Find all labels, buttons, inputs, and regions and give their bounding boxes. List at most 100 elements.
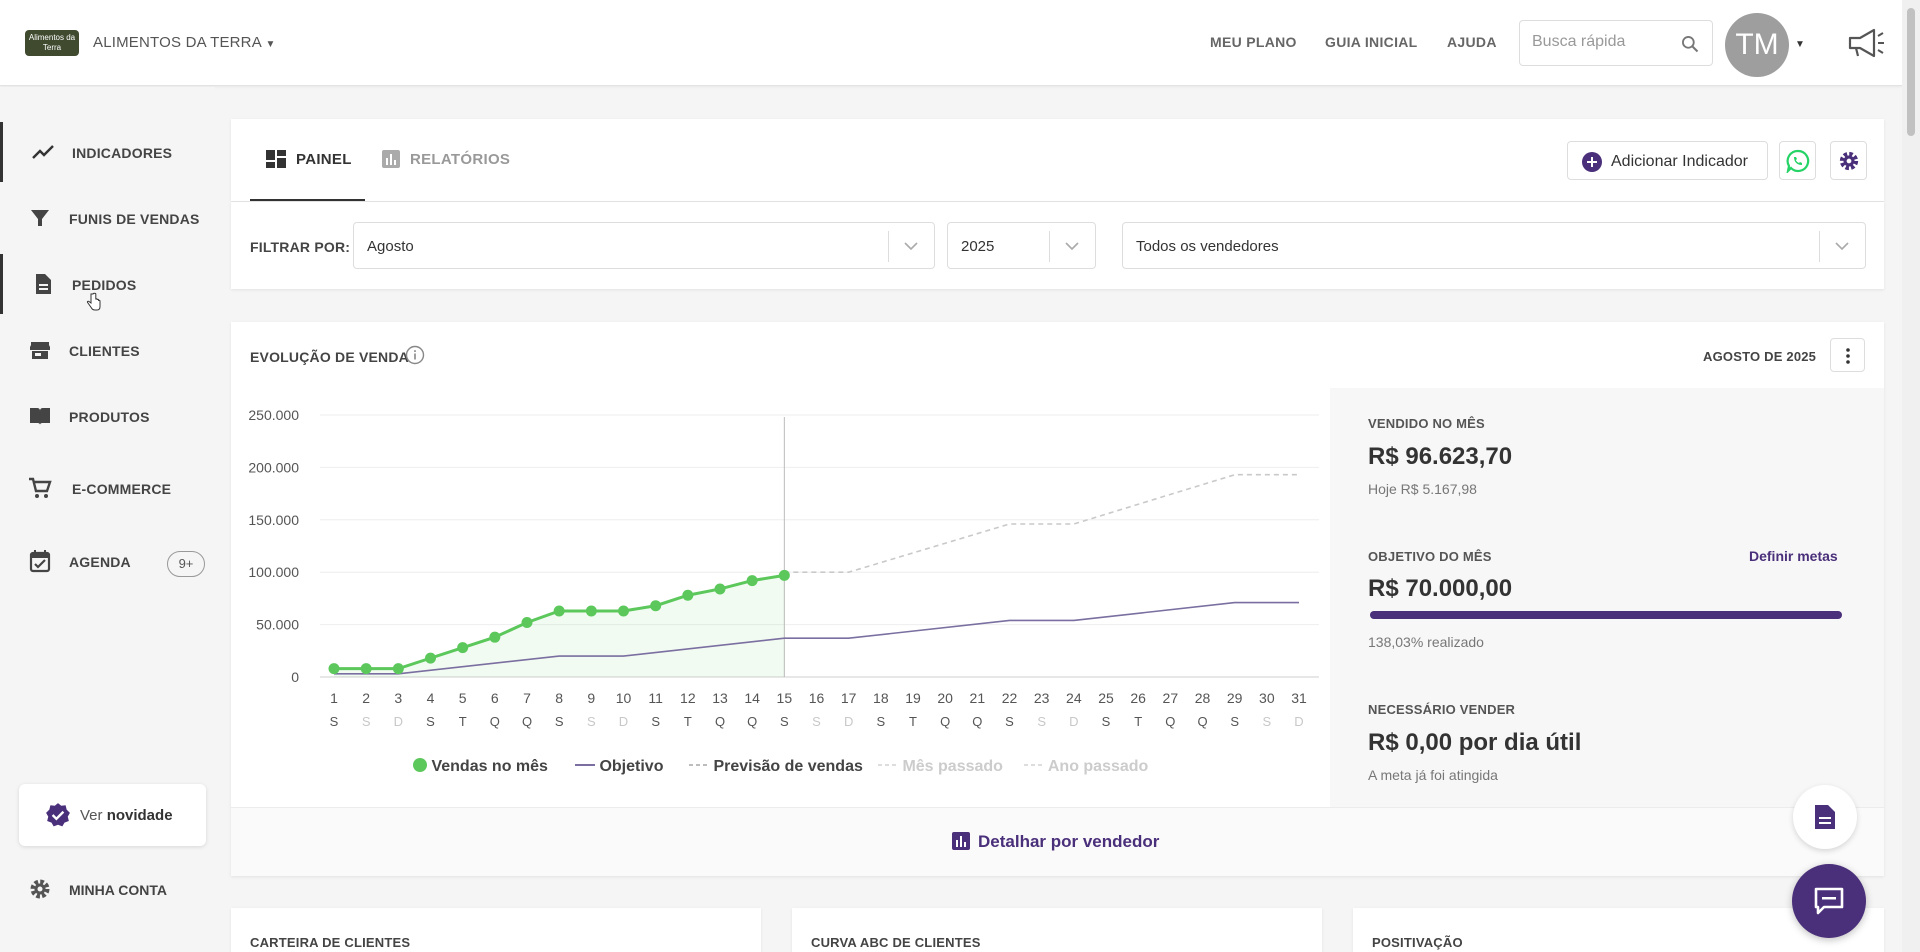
x-tick-label: 1: [330, 690, 338, 706]
search-icon[interactable]: [1680, 34, 1700, 54]
add-indicator-button[interactable]: Adicionar Indicador: [1567, 141, 1768, 180]
novidade-pre: Ver: [80, 807, 107, 824]
x-weekday-label: S: [812, 714, 821, 729]
book-icon: [30, 408, 50, 425]
x-weekday-label: S: [780, 714, 789, 729]
x-weekday-label: S: [587, 714, 596, 729]
month-select[interactable]: Agosto: [353, 222, 935, 269]
forecast-line: [784, 473, 1299, 573]
search-input[interactable]: [1532, 33, 1672, 51]
bar-chart-icon: [952, 832, 970, 850]
sidebar-item-minha-conta[interactable]: MINHA CONTA: [0, 862, 215, 918]
quick-search[interactable]: [1519, 20, 1713, 66]
x-weekday-label: Q: [940, 714, 950, 729]
x-tick-label: 22: [1002, 690, 1018, 706]
x-tick-label: 16: [809, 690, 825, 706]
legend-vendas[interactable]: Vendas no mês: [413, 758, 548, 776]
legend-dashed-icon: [1024, 764, 1044, 766]
whatsapp-button[interactable]: [1779, 141, 1816, 180]
tab-painel-label: PAINEL: [296, 151, 352, 168]
sales-point: [618, 605, 629, 617]
legend-ano-passado[interactable]: Ano passado: [1024, 758, 1148, 776]
x-tick-label: 26: [1130, 690, 1146, 706]
chevron-down-icon: [888, 231, 934, 262]
x-tick-label: 2: [362, 690, 370, 706]
chat-fab[interactable]: [1792, 864, 1866, 938]
sidebar-item-ecommerce[interactable]: E-COMMERCE: [0, 458, 215, 518]
store-icon: [30, 342, 50, 359]
legend-mes-passado[interactable]: Mês passado: [878, 758, 1003, 776]
gear-icon: [1839, 151, 1859, 171]
agenda-count-badge: 9+: [167, 551, 205, 577]
x-weekday-label: S: [876, 714, 885, 729]
x-tick-label: 27: [1163, 690, 1179, 706]
sidebar-item-funis[interactable]: FUNIS DE VENDAS: [0, 188, 215, 248]
x-weekday-label: T: [684, 714, 692, 729]
more-options-button[interactable]: [1830, 338, 1865, 372]
x-tick-label: 18: [873, 690, 889, 706]
document-icon: [36, 274, 51, 294]
cart-icon: [29, 477, 52, 498]
sales-point: [682, 589, 694, 601]
sales-point: [553, 605, 565, 617]
sales-evolution-card: [231, 322, 1884, 876]
year-select[interactable]: 2025: [947, 222, 1096, 269]
y-tick-label: 50.000: [256, 617, 299, 633]
goal-progress-bar: [1370, 611, 1842, 619]
ver-novidade-button[interactable]: Ver novidade: [19, 784, 206, 846]
x-weekday-label: S: [330, 714, 339, 729]
company-logo[interactable]: Alimentos da Terra: [25, 30, 79, 56]
gear-icon: [30, 879, 50, 899]
define-goals-link[interactable]: Definir metas: [1749, 548, 1838, 564]
sales-point: [392, 663, 404, 675]
x-weekday-label: S: [1102, 714, 1111, 729]
sidebar-item-clientes[interactable]: CLIENTES: [0, 320, 215, 380]
scrollbar-thumb[interactable]: [1907, 8, 1915, 136]
x-weekday-label: S: [1005, 714, 1014, 729]
scrollbar-track[interactable]: [1902, 0, 1920, 952]
megaphone-icon[interactable]: [1846, 26, 1886, 60]
plus-circle-icon: [1582, 152, 1602, 172]
sold-value: R$ 96.623,70: [1368, 443, 1513, 470]
add-indicator-label: Adicionar Indicador: [1611, 153, 1748, 170]
sales-point: [585, 605, 597, 617]
x-tick-label: 14: [744, 690, 760, 706]
curva-abc-title: CURVA ABC DE CLIENTES: [811, 935, 981, 950]
info-icon[interactable]: [405, 345, 425, 365]
caret-down-icon[interactable]: ▼: [1795, 39, 1805, 50]
positivacao-title: POSITIVAÇÃO: [1372, 935, 1463, 950]
detail-by-seller-button[interactable]: Detalhar por vendedor: [952, 832, 1159, 852]
x-weekday-label: S: [555, 714, 564, 729]
nav-guia-inicial[interactable]: GUIA INICIAL: [1325, 34, 1418, 50]
x-tick-label: 7: [523, 690, 531, 706]
goal-value: R$ 70.000,00: [1368, 575, 1513, 602]
sidebar-item-pedidos[interactable]: PEDIDOS: [0, 254, 215, 314]
x-weekday-label: S: [426, 714, 435, 729]
x-weekday-label: Q: [1165, 714, 1175, 729]
tab-relatorios-label: RELATÓRIOS: [410, 151, 511, 168]
avatar[interactable]: TM: [1725, 13, 1789, 77]
sales-point: [425, 652, 436, 664]
legend-objetivo[interactable]: Objetivo: [575, 758, 663, 776]
settings-button[interactable]: [1830, 141, 1867, 180]
company-selector[interactable]: ALIMENTOS DA TERRA ▼: [93, 34, 276, 51]
x-tick-label: 5: [459, 690, 467, 706]
legend-mes-passado-label: Mês passado: [902, 758, 1003, 775]
sidebar-item-produtos[interactable]: PRODUTOS: [0, 386, 215, 446]
x-weekday-label: D: [844, 714, 853, 729]
sidebar-item-label: PEDIDOS: [72, 277, 137, 293]
seller-select[interactable]: Todos os vendedores: [1122, 222, 1866, 269]
legend-dashed-icon: [878, 764, 898, 766]
x-weekday-label: S: [1230, 714, 1239, 729]
report-fab[interactable]: [1793, 785, 1857, 849]
minha-conta-label: MINHA CONTA: [69, 882, 167, 898]
sidebar-item-agenda[interactable]: AGENDA 9+: [0, 531, 215, 591]
x-tick-label: 13: [712, 690, 728, 706]
legend-previsao[interactable]: Previsão de vendas: [689, 758, 863, 776]
nav-meu-plano[interactable]: MEU PLANO: [1210, 34, 1297, 50]
sidebar-item-indicadores[interactable]: INDICADORES: [0, 122, 215, 182]
nav-ajuda[interactable]: AJUDA: [1447, 34, 1497, 50]
legend-dashed-icon: [689, 764, 709, 766]
x-weekday-label: D: [619, 714, 628, 729]
need-label: NECESSÁRIO VENDER: [1368, 702, 1516, 717]
